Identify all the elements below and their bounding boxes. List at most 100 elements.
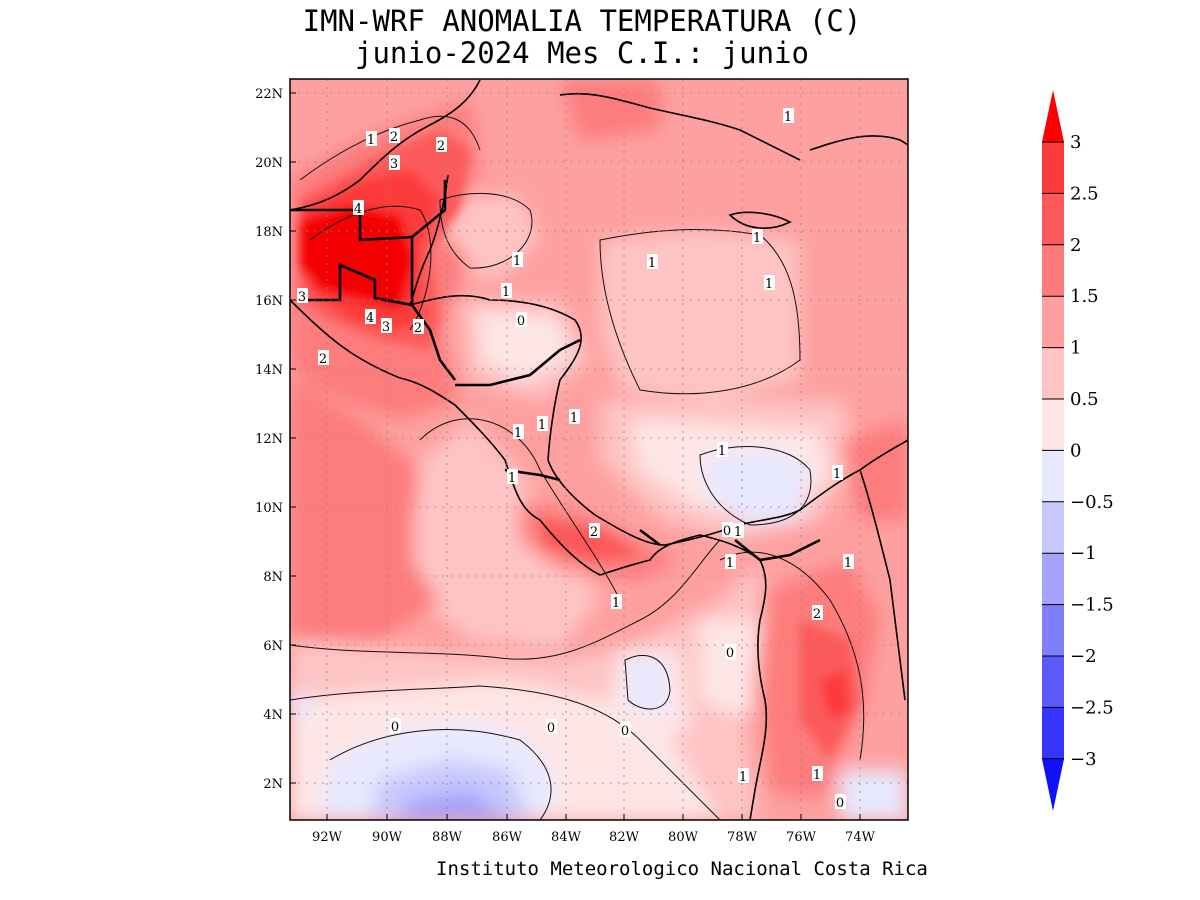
field-zone-2-2.5-costa-rica — [540, 520, 640, 560]
colorbar-swatch — [1042, 656, 1064, 708]
colorbar-bottom-arrow — [1042, 759, 1064, 811]
lon-label: 86W — [492, 830, 523, 845]
contour-label: 1 — [367, 133, 375, 148]
contour-label-box — [725, 644, 736, 659]
contour-label-box — [843, 554, 854, 569]
contour-line — [719, 551, 865, 761]
contour-label: 2 — [437, 139, 445, 154]
lat-label: 20N — [255, 156, 283, 171]
cuba-coastline — [559, 92, 801, 161]
field-zone-2.5-3-colombia — [820, 670, 850, 720]
contour-label: 2 — [813, 607, 821, 622]
contour-lines — [290, 115, 865, 820]
mexico-guatemala-border — [290, 208, 414, 307]
colorbar-label: 0.5 — [1070, 389, 1099, 410]
contour-label-box — [413, 319, 424, 334]
colorbar-swatch — [1042, 347, 1064, 400]
contour-line — [599, 229, 801, 395]
jamaica-coastline — [728, 211, 792, 229]
colorbar-label: 2.5 — [1070, 183, 1099, 204]
graticule — [290, 79, 908, 820]
guatemala-honduras-border — [410, 304, 457, 381]
colorbar-label: 2 — [1070, 235, 1081, 256]
contour-label: 2 — [590, 525, 598, 540]
colorbar-swatch — [1042, 193, 1064, 246]
contour-label-box — [725, 554, 736, 569]
contour-label-box — [738, 768, 749, 783]
map-title-line2: junio-2024 Mes C.I.: junio — [355, 36, 809, 70]
colorbar-label: −1.5 — [1070, 595, 1114, 616]
field-zone-neg-caribbean — [700, 448, 810, 525]
contour-label: 1 — [753, 231, 761, 246]
colorbar-swatch — [1042, 604, 1064, 657]
contour-label-box — [513, 424, 524, 439]
contour-label-box — [318, 350, 329, 365]
contour-label: 0 — [723, 524, 731, 539]
colorbar-swatch — [1042, 707, 1064, 760]
contour-label-box — [611, 594, 622, 609]
field-zone-0.5-1-pacific — [410, 420, 600, 650]
contour-label-box — [764, 275, 775, 290]
contour-label-box — [620, 722, 631, 737]
contour-label-box — [389, 155, 400, 170]
lat-label: 4N — [263, 708, 283, 723]
lat-label: 10N — [255, 501, 283, 516]
contour-label-box — [381, 318, 392, 333]
colorbar-label: −1 — [1070, 543, 1097, 564]
contour-label-box — [717, 442, 728, 457]
contour-label: 0 — [517, 314, 525, 329]
contour-label-box — [546, 719, 557, 734]
panama-colombia-border — [734, 538, 821, 562]
contour-label: 1 — [765, 277, 773, 292]
contour-label: 1 — [726, 556, 734, 571]
colorbar-label: −2.5 — [1070, 697, 1114, 718]
hispaniola-coastline — [809, 135, 908, 151]
contour-label: 1 — [833, 467, 841, 482]
contour-label: 1 — [513, 254, 521, 269]
lon-label: 92W — [312, 830, 343, 845]
lat-label: 2N — [263, 777, 283, 792]
gulf-coastline — [290, 79, 481, 211]
contour-line — [299, 115, 481, 181]
contour-label-box — [812, 766, 823, 781]
belize-border — [411, 180, 447, 239]
contour-label-box — [589, 523, 600, 538]
field-zone-neg-west — [290, 690, 320, 720]
lon-label: 88W — [432, 830, 463, 845]
contour-label-box — [436, 137, 447, 152]
contour-label-box — [832, 465, 843, 480]
contour-label: 3 — [382, 320, 390, 335]
contour-line — [439, 192, 533, 269]
contour-label-box — [507, 469, 518, 484]
contour-label: 1 — [784, 110, 792, 125]
field-zone-neg-se — [840, 770, 908, 820]
contour-label-box — [512, 252, 523, 267]
contour-line — [290, 685, 721, 820]
contour-label-box — [835, 794, 846, 809]
colorbar-label: 0 — [1070, 440, 1081, 461]
longitude-labels: 92W 90W 88W 86W 84W 82W 80W 78W 76W 74W — [312, 830, 876, 845]
contour-label-box — [722, 522, 733, 537]
contour-label: 1 — [718, 444, 726, 459]
colorbar-label: −2 — [1070, 646, 1097, 667]
colorbar-swatch — [1042, 450, 1064, 503]
colorbar-swatch — [1042, 142, 1064, 194]
contour-label: 2 — [390, 130, 398, 145]
lon-label: 74W — [845, 830, 876, 845]
contour-label: 1 — [508, 471, 516, 486]
colorbar-label: 1 — [1070, 338, 1081, 359]
field-zone-0.5-1-caribbean — [600, 230, 800, 400]
colombia-border — [859, 469, 906, 701]
contour-label-box — [647, 254, 658, 269]
contour-label-box — [501, 283, 512, 298]
contour-label: 0 — [547, 721, 555, 736]
contour-label: 1 — [612, 596, 620, 611]
colorbar-swatch — [1042, 399, 1064, 451]
colorbar-swatch — [1042, 553, 1064, 606]
contour-label: 1 — [570, 411, 578, 426]
colorbar: 3 2.5 2 1.5 1 0.5 0 −0.5 −1 −1.5 −2 −2.5 −3 — [1042, 90, 1114, 811]
contour-line — [699, 446, 812, 526]
lon-label: 80W — [668, 830, 699, 845]
